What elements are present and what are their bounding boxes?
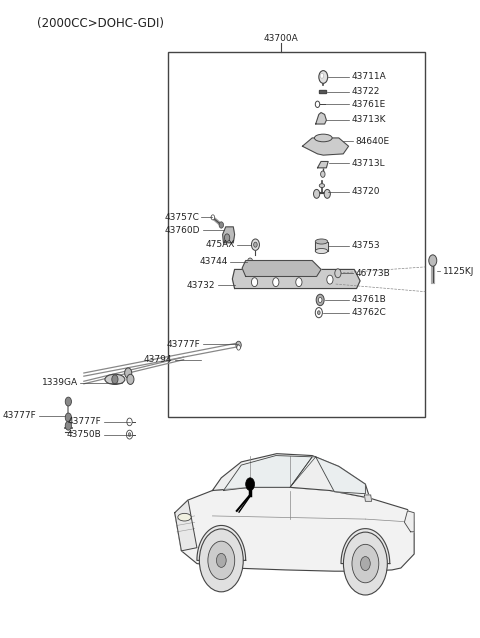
Text: 43757C: 43757C <box>164 213 199 222</box>
Text: 43762C: 43762C <box>351 308 386 317</box>
Text: 43777F: 43777F <box>3 411 36 420</box>
Circle shape <box>128 433 131 436</box>
Circle shape <box>216 553 226 567</box>
Circle shape <box>126 430 132 439</box>
Polygon shape <box>213 454 370 498</box>
Circle shape <box>219 222 224 228</box>
Polygon shape <box>341 529 390 563</box>
Text: 43713K: 43713K <box>351 115 386 124</box>
Circle shape <box>127 418 132 426</box>
Text: 1125KJ: 1125KJ <box>443 267 474 276</box>
Circle shape <box>316 294 324 306</box>
Bar <box>168 52 425 417</box>
Circle shape <box>296 278 302 286</box>
Ellipse shape <box>178 514 191 521</box>
Text: 43722: 43722 <box>351 87 380 96</box>
Polygon shape <box>316 112 326 124</box>
Text: 43732: 43732 <box>187 281 216 290</box>
Polygon shape <box>242 260 321 276</box>
Ellipse shape <box>105 375 125 385</box>
Text: 43761B: 43761B <box>351 295 386 304</box>
Circle shape <box>343 532 387 595</box>
Text: 43720: 43720 <box>351 188 380 197</box>
Circle shape <box>319 71 328 84</box>
Circle shape <box>315 308 323 318</box>
Circle shape <box>112 375 118 384</box>
Polygon shape <box>197 526 246 560</box>
Circle shape <box>246 478 254 491</box>
Text: 43761E: 43761E <box>351 100 385 109</box>
Text: 475AX: 475AX <box>205 240 235 249</box>
Ellipse shape <box>315 239 328 244</box>
Circle shape <box>429 255 437 266</box>
Circle shape <box>65 421 72 430</box>
Circle shape <box>324 189 330 198</box>
Circle shape <box>208 541 235 579</box>
Circle shape <box>273 278 279 286</box>
Polygon shape <box>290 457 316 487</box>
Polygon shape <box>316 457 365 494</box>
Polygon shape <box>232 269 360 288</box>
Polygon shape <box>404 511 414 532</box>
Circle shape <box>313 189 320 198</box>
Circle shape <box>127 375 134 385</box>
Text: 43744: 43744 <box>200 257 228 266</box>
Polygon shape <box>224 456 312 491</box>
Circle shape <box>327 275 333 284</box>
Circle shape <box>199 529 243 592</box>
Ellipse shape <box>314 134 332 142</box>
Ellipse shape <box>319 184 324 188</box>
Circle shape <box>252 278 258 286</box>
Polygon shape <box>364 495 372 501</box>
Polygon shape <box>302 138 348 155</box>
Circle shape <box>211 215 215 220</box>
Circle shape <box>352 544 379 582</box>
Text: 43753: 43753 <box>351 241 380 251</box>
Polygon shape <box>319 90 326 94</box>
Text: 43777F: 43777F <box>68 417 102 426</box>
Circle shape <box>321 171 325 177</box>
Circle shape <box>65 397 72 406</box>
Circle shape <box>248 258 253 265</box>
Circle shape <box>315 101 320 107</box>
Polygon shape <box>315 242 328 251</box>
Polygon shape <box>317 161 328 168</box>
Circle shape <box>237 345 240 350</box>
Circle shape <box>225 234 230 242</box>
Text: 46773B: 46773B <box>356 269 390 278</box>
Circle shape <box>317 311 320 315</box>
Ellipse shape <box>315 248 328 253</box>
Circle shape <box>360 556 370 570</box>
Text: (2000CC>DOHC-GDI): (2000CC>DOHC-GDI) <box>37 17 164 30</box>
Circle shape <box>318 297 322 302</box>
Text: 43711A: 43711A <box>351 73 386 82</box>
Circle shape <box>236 341 241 349</box>
Text: 43760D: 43760D <box>165 226 201 235</box>
Text: 43794: 43794 <box>144 355 172 364</box>
Circle shape <box>253 242 257 247</box>
Polygon shape <box>175 500 197 551</box>
Polygon shape <box>223 227 235 243</box>
Text: 1339GA: 1339GA <box>42 378 78 387</box>
Circle shape <box>125 368 132 378</box>
Text: 43713L: 43713L <box>351 159 385 168</box>
Polygon shape <box>175 487 414 571</box>
Circle shape <box>320 73 324 78</box>
Text: 84640E: 84640E <box>356 137 390 145</box>
Text: 43700A: 43700A <box>264 34 299 43</box>
Text: 43777F: 43777F <box>167 340 201 349</box>
Text: 43750B: 43750B <box>67 430 102 439</box>
Circle shape <box>335 269 341 278</box>
Circle shape <box>65 413 72 422</box>
Circle shape <box>252 239 259 250</box>
